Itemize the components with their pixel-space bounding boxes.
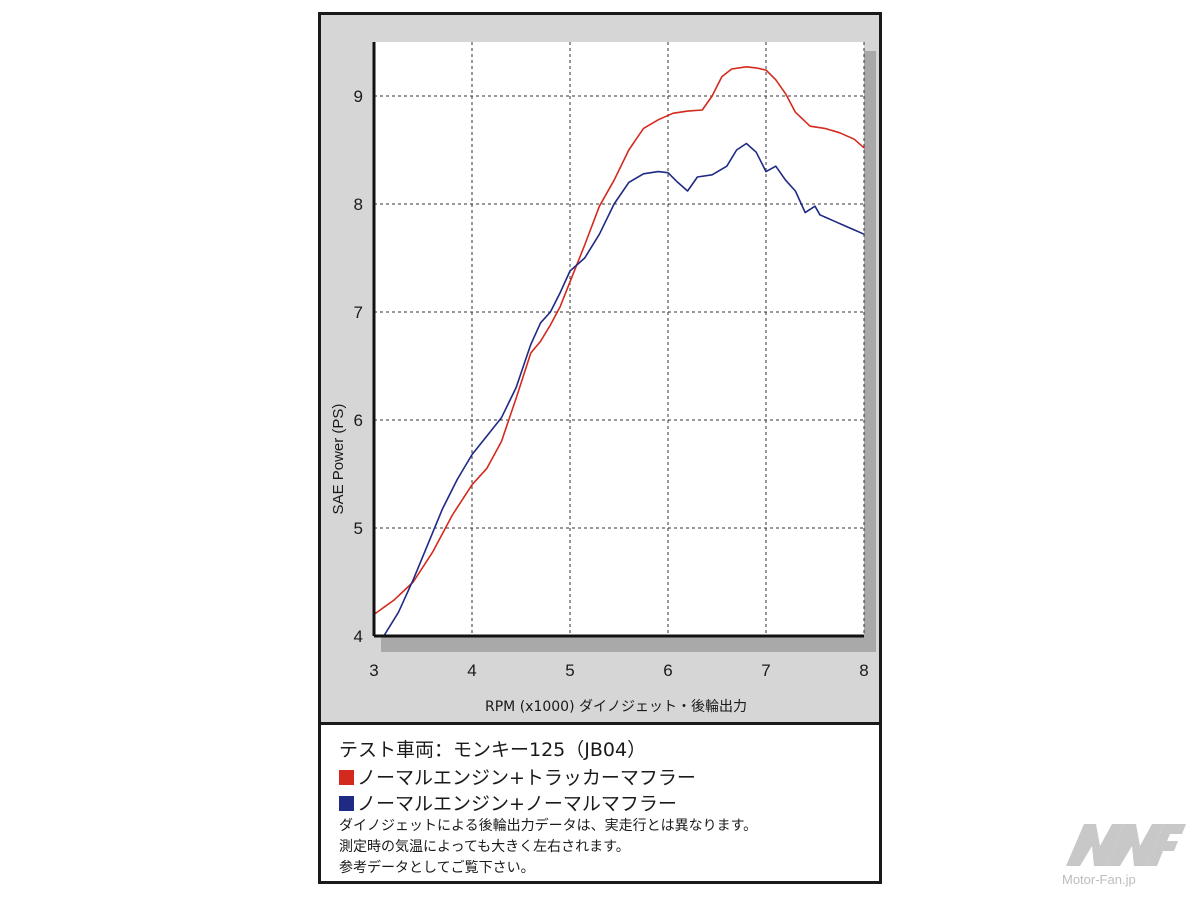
y-tick-label: 6	[354, 411, 363, 430]
x-tick-label: 6	[663, 661, 672, 680]
test-vehicle-label: テスト車両：モンキー125（JB04）	[339, 739, 647, 761]
note-reference: 参考データとしてご覧下さい。	[339, 860, 535, 876]
y-tick-label: 8	[354, 195, 363, 214]
x-tick-label: 5	[565, 661, 574, 680]
y-tick-label: 4	[354, 627, 363, 646]
x-tick-label: 7	[761, 661, 770, 680]
legend-swatch-blue	[339, 796, 354, 811]
x-axis-label: RPM (x1000) ダイノジェット・後輪出力	[485, 698, 747, 715]
legend-item-tracker-muffler: ノーマルエンジン+トラッカーマフラー	[339, 763, 696, 790]
motor-fan-logo-icon	[1066, 824, 1186, 866]
legend-item-normal-muffler: ノーマルエンジン+ノーマルマフラー	[339, 789, 677, 816]
note-temperature: 測定時の気温によっても大きく左右されます。	[339, 839, 630, 855]
y-tick-label: 7	[354, 303, 363, 322]
series-line-tracker-muffler	[373, 66, 865, 616]
watermark-text: Motor-Fan.jp	[1062, 872, 1136, 887]
legend-label-tracker-muffler: ノーマルエンジン+トラッカーマフラー	[357, 767, 696, 789]
note-dyno: ダイノジェットによる後輪出力データは、実走行とは異なります。	[339, 818, 758, 834]
x-tick-labels: 3 4 5 6 7 8	[369, 661, 868, 680]
legend-swatch-red	[339, 770, 354, 785]
info-box: テスト車両：モンキー125（JB04） ノーマルエンジン+トラッカーマフラー ノ…	[318, 722, 882, 884]
x-tick-label: 3	[369, 661, 378, 680]
legend-label-normal-muffler: ノーマルエンジン+ノーマルマフラー	[357, 793, 677, 815]
series-lines	[373, 66, 865, 637]
grid	[374, 42, 865, 636]
x-tick-label: 4	[467, 661, 476, 680]
y-tick-label: 9	[354, 87, 363, 106]
y-tick-labels: 4 5 6 7 8 9	[354, 87, 363, 646]
y-axis-label: SAE Power (PS)	[330, 404, 347, 515]
x-tick-label: 8	[859, 661, 868, 680]
plot-area	[374, 42, 864, 636]
y-tick-label: 5	[354, 519, 363, 538]
series-line-normal-muffler	[383, 142, 865, 637]
